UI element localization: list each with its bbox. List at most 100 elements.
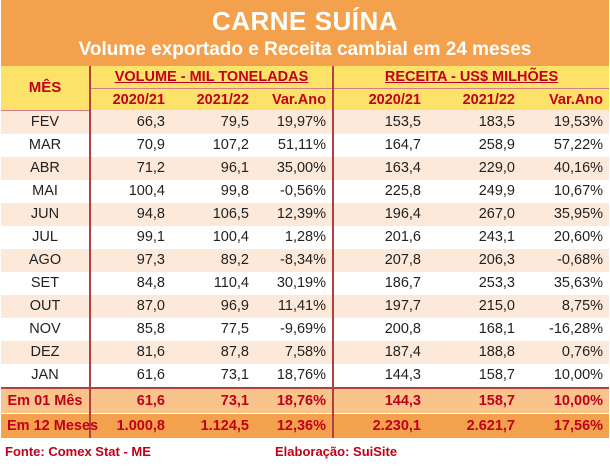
month-column-header: MÊS (1, 66, 91, 111)
volume-year2-cell: 106,5 (171, 202, 255, 226)
revenue-year1-cell: 153,5 (333, 110, 427, 134)
table-row: NOV 85,8 77,5 -9,69% 200,8 168,1 -16,28% (1, 317, 610, 341)
volume-year1-cell: 1.000,8 (90, 412, 171, 438)
pork-export-report: CARNE SUÍNA Volume exportado e Receita c… (1, 0, 610, 459)
revenue-year1-cell: 200,8 (333, 317, 427, 341)
volume-var-cell: 12,36% (255, 412, 334, 438)
volume-year2-cell: 100,4 (171, 225, 255, 249)
revenue-var-cell: -16,28% (521, 317, 610, 341)
month-cell: JUN (1, 202, 91, 226)
revenue-var-cell: -0,68% (521, 248, 610, 272)
table-row: AGO 97,3 89,2 -8,34% 207,8 206,3 -0,68% (1, 248, 610, 272)
month-cell: DEZ (1, 340, 91, 364)
revenue-var-cell: 17,56% (521, 412, 610, 438)
volume-year2-cell: 96,9 (171, 294, 255, 318)
revenue-year2-cell: 2.621,7 (427, 412, 521, 438)
volume-year2-cell: 110,4 (171, 271, 255, 295)
table-body: FEV 66,3 79,5 19,97% 153,5 183,5 19,53% MAR 70,9… (1, 110, 610, 438)
revenue-year2-cell: 206,3 (427, 248, 521, 272)
volume-var-cell: -8,34% (255, 248, 334, 272)
revenue-year1-cell: 187,4 (333, 340, 427, 364)
volume-year1-cell: 84,8 (90, 271, 171, 295)
report-title: CARNE SUÍNA (211, 6, 399, 36)
revenue-var-header: Var.Ano (521, 88, 610, 110)
credit-note: Elaboração: SuiSite (275, 443, 398, 459)
month-cell: JAN (1, 363, 91, 388)
volume-year2-cell: 96,1 (171, 156, 255, 180)
revenue-year1-header: 2020/21 (333, 88, 427, 110)
month-cell: OUT (1, 294, 91, 318)
month-cell: ABR (1, 156, 91, 180)
volume-var-header: Var.Ano (255, 88, 334, 110)
revenue-year1-cell: 163,4 (333, 156, 427, 180)
volume-var-cell: 18,76% (255, 363, 334, 388)
volume-year1-cell: 81,6 (90, 340, 171, 364)
revenue-year1-cell: 186,7 (333, 271, 427, 295)
table-row: SET 84,8 110,4 30,19% 186,7 253,3 35,63% (1, 271, 610, 295)
volume-var-cell: 19,97% (255, 110, 334, 134)
volume-year1-cell: 66,3 (90, 110, 171, 134)
revenue-year2-cell: 249,9 (427, 179, 521, 203)
summary-row-1-month: Em 01 Mês 61,6 73,1 18,76% 144,3 158,7 10,00% (1, 386, 610, 413)
volume-var-cell: 12,39% (255, 202, 334, 226)
revenue-year2-cell: 229,0 (427, 156, 521, 180)
volume-year1-cell: 97,3 (90, 248, 171, 272)
revenue-year2-cell: 253,3 (427, 271, 521, 295)
revenue-group-header: RECEITA - US$ MILHÕES (333, 66, 610, 89)
table-row: JUL 99,1 100,4 1,28% 201,6 243,1 20,60% (1, 225, 610, 249)
month-cell: MAI (1, 179, 91, 203)
volume-year1-cell: 71,2 (90, 156, 171, 180)
volume-year2-cell: 77,5 (171, 317, 255, 341)
revenue-year1-cell: 197,7 (333, 294, 427, 318)
table-row: FEV 66,3 79,5 19,97% 153,5 183,5 19,53% (1, 110, 610, 134)
volume-year1-cell: 85,8 (90, 317, 171, 341)
revenue-year2-cell: 158,7 (427, 386, 521, 413)
volume-year1-cell: 61,6 (90, 386, 171, 413)
revenue-var-cell: 0,76% (521, 340, 610, 364)
summary-row-12-months: Em 12 Meses 1.000,8 1.124,5 12,36% 2.230,1 2.… (1, 412, 610, 438)
month-cell: MAR (1, 133, 91, 157)
volume-var-cell: 1,28% (255, 225, 334, 249)
volume-year2-cell: 73,1 (171, 363, 255, 388)
volume-var-cell: 35,00% (255, 156, 334, 180)
source-note: Fonte: Comex Stat - ME (5, 443, 151, 459)
table-row: DEZ 81,6 87,8 7,58% 187,4 188,8 0,76% (1, 340, 610, 364)
volume-var-cell: 7,58% (255, 340, 334, 364)
revenue-year2-cell: 158,7 (427, 363, 521, 388)
revenue-year1-cell: 144,3 (333, 386, 427, 413)
revenue-var-cell: 10,00% (521, 386, 610, 413)
table-row: JUN 94,8 106,5 12,39% 196,4 267,0 35,95% (1, 202, 610, 226)
volume-var-cell: 51,11% (255, 133, 334, 157)
table-row: MAI 100,4 99,8 -0,56% 225,8 249,9 10,67% (1, 179, 610, 203)
revenue-year1-cell: 144,3 (333, 363, 427, 388)
volume-year2-cell: 107,2 (171, 133, 255, 157)
revenue-year2-cell: 215,0 (427, 294, 521, 318)
volume-var-cell: -0,56% (255, 179, 334, 203)
revenue-var-cell: 57,22% (521, 133, 610, 157)
volume-year2-cell: 73,1 (171, 386, 255, 413)
revenue-var-cell: 35,95% (521, 202, 610, 226)
revenue-var-cell: 10,67% (521, 179, 610, 203)
table-row: JAN 61,6 73,1 18,76% 144,3 158,7 10,00% (1, 363, 610, 388)
month-cell: Em 12 Meses (1, 412, 98, 438)
volume-year1-cell: 61,6 (90, 363, 171, 388)
volume-var-cell: 11,41% (255, 294, 334, 318)
volume-year1-cell: 99,1 (90, 225, 171, 249)
revenue-year2-cell: 188,8 (427, 340, 521, 364)
table-row: MAR 70,9 107,2 51,11% 164,7 258,9 57,22% (1, 133, 610, 157)
volume-year2-cell: 99,8 (171, 179, 255, 203)
revenue-var-cell: 19,53% (521, 110, 610, 134)
revenue-year2-cell: 243,1 (427, 225, 521, 249)
volume-year2-cell: 87,8 (171, 340, 255, 364)
revenue-year2-cell: 168,1 (427, 317, 521, 341)
report-footer: Fonte: Comex Stat - ME Elaboração: SuiSi… (1, 444, 609, 459)
volume-var-cell: 30,19% (255, 271, 334, 295)
volume-var-cell: -9,69% (255, 317, 334, 341)
volume-year1-cell: 100,4 (90, 179, 171, 203)
revenue-year1-cell: 225,8 (333, 179, 427, 203)
export-table: MÊS VOLUME - MIL TONELADAS RECEITA - US$… (1, 66, 610, 438)
volume-year2-cell: 1.124,5 (171, 412, 255, 438)
volume-year2-cell: 79,5 (171, 110, 255, 134)
revenue-var-cell: 8,75% (521, 294, 610, 318)
month-cell: SET (1, 271, 91, 295)
